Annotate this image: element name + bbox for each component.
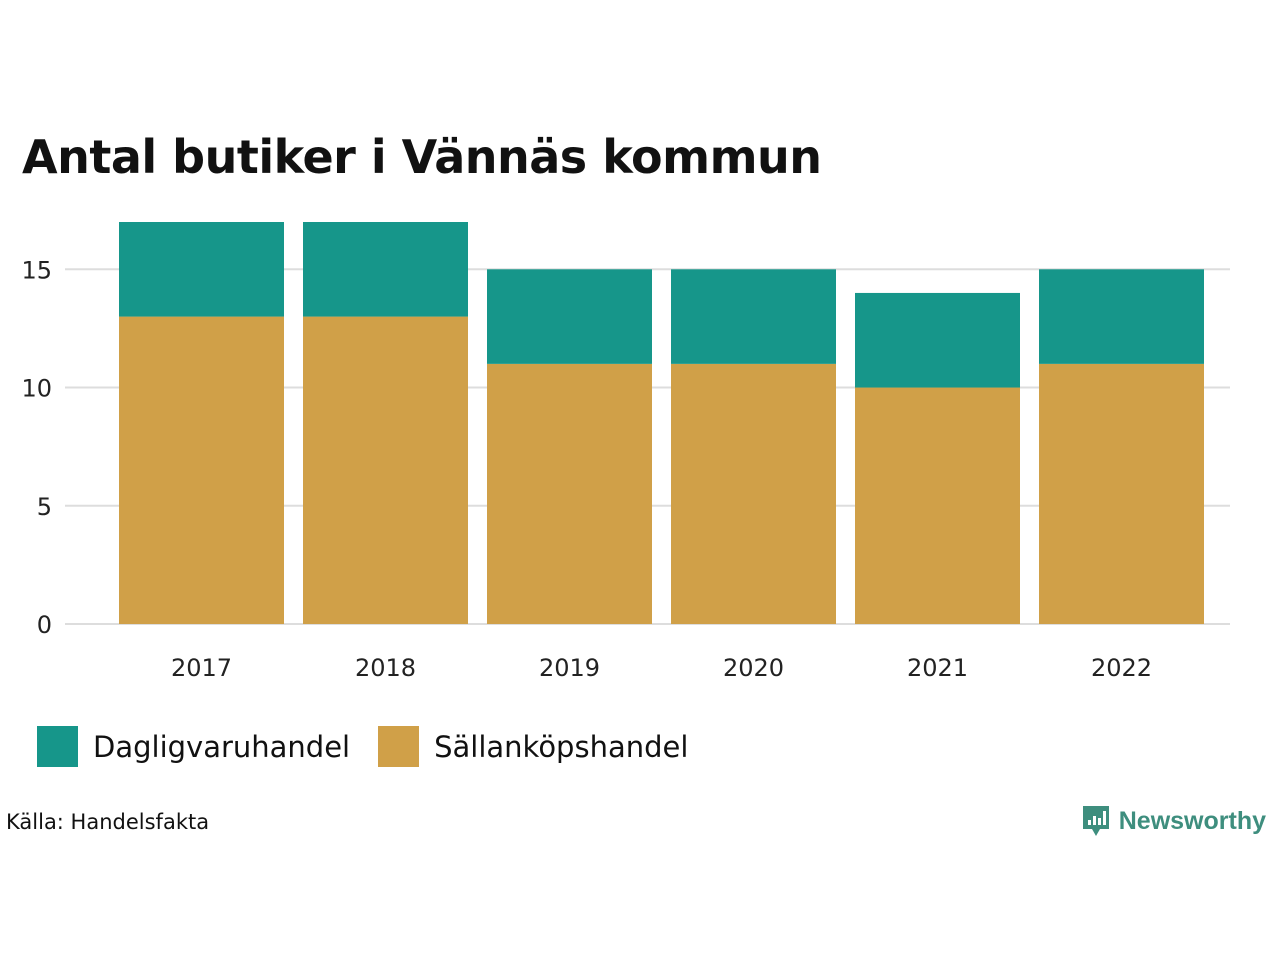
bar-dagligvaruhandel-2017 <box>119 222 284 317</box>
bar-sallankopshandel-2021 <box>855 387 1020 624</box>
chart-title: Antal butiker i Vännäs kommun <box>22 130 822 184</box>
legend-swatch-dagligvaruhandel <box>37 726 78 767</box>
bar-sallankopshandel-2022 <box>1039 363 1204 624</box>
y-tick-label-0: 0 <box>37 611 52 639</box>
y-tick-label-10: 10 <box>21 375 52 403</box>
bar-sallankopshandel-2020 <box>671 363 836 624</box>
bar-sallankopshandel-2017 <box>119 316 284 624</box>
bar-dagligvaruhandel-2022 <box>1039 269 1204 364</box>
bar-dagligvaruhandel-2018 <box>303 222 468 317</box>
newsworthy-logo-icon <box>1082 806 1109 836</box>
legend-label-sallankopshandel: Sällanköpshandel <box>434 729 689 764</box>
x-tick-label-2022: 2022 <box>1091 654 1152 682</box>
y-tick-label-15: 15 <box>21 256 52 284</box>
x-tick-label-2020: 2020 <box>723 654 784 682</box>
legend-item-dagligvaruhandel: Dagligvaruhandel <box>37 726 350 767</box>
bars <box>119 222 1204 624</box>
bar-sallankopshandel-2018 <box>303 316 468 624</box>
legend: Dagligvaruhandel Sällanköpshandel <box>37 726 716 767</box>
bar-dagligvaruhandel-2021 <box>855 292 1020 388</box>
brand-logo: Newsworthy <box>1081 804 1266 838</box>
y-axis-labels: 0 5 10 15 <box>21 256 52 639</box>
x-tick-label-2018: 2018 <box>355 654 416 682</box>
x-tick-label-2021: 2021 <box>907 654 968 682</box>
x-axis-labels: 2017 2018 2019 2020 2021 2022 <box>171 654 1152 682</box>
legend-label-dagligvaruhandel: Dagligvaruhandel <box>93 729 351 764</box>
bar-sallankopshandel-2019 <box>487 363 652 624</box>
source-note: Källa: Handelsfakta <box>6 810 210 834</box>
x-tick-label-2019: 2019 <box>539 654 600 682</box>
stacked-bar-chart: 0 5 10 15 2017 2018 2019 2020 2021 2022 <box>21 222 1230 682</box>
y-tick-label-5: 5 <box>37 493 52 521</box>
brand-name: Newsworthy <box>1118 806 1266 835</box>
bar-dagligvaruhandel-2019 <box>487 269 652 364</box>
legend-item-sallankopshandel: Sällanköpshandel <box>378 726 688 767</box>
bar-dagligvaruhandel-2020 <box>671 269 836 364</box>
x-tick-label-2017: 2017 <box>171 654 232 682</box>
legend-swatch-sallankopshandel <box>378 726 420 767</box>
